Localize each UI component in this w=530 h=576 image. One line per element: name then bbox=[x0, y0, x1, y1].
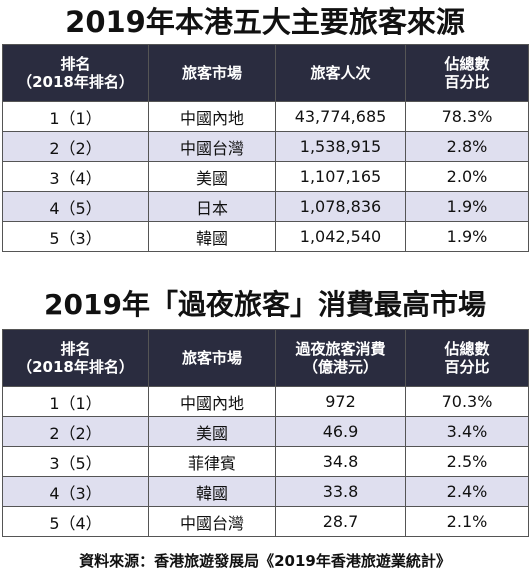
table1-title: 2019年本港五大主要旅客來源 bbox=[65, 5, 465, 39]
pct-header: 佔總數 百分比 bbox=[405, 329, 529, 387]
value-cell: 972 bbox=[275, 386, 406, 417]
table-row: 4（5） 日本 1,078,836 1.9% bbox=[2, 191, 529, 222]
value-cell: 34.8 bbox=[275, 446, 406, 477]
pct-cell: 1.9% bbox=[405, 221, 529, 252]
visitor-sources-table: 排名 （2018年排名） 旅客市場 旅客人次 佔總數 百分比 1（1） 中國內地… bbox=[2, 44, 529, 252]
value-cell: 1,078,836 bbox=[275, 191, 406, 222]
table-row: 4（3） 韓國 33.8 2.4% bbox=[2, 476, 529, 507]
table-row: 3（4） 美國 1,107,165 2.0% bbox=[2, 161, 529, 192]
rank-cell: 2（2） bbox=[2, 416, 149, 447]
spend-header: 過夜旅客消費 （億港元） bbox=[275, 329, 406, 387]
rank-cell: 3（5） bbox=[2, 446, 149, 477]
spend-header-line1: 過夜旅客消費 bbox=[295, 340, 386, 358]
market-cell: 中國台灣 bbox=[148, 131, 276, 162]
pct-cell: 78.3% bbox=[405, 101, 529, 132]
source-caption: 資料來源：香港旅遊發展局《2019年香港旅遊業統計》 bbox=[79, 552, 451, 570]
market-cell: 中國台灣 bbox=[148, 506, 276, 537]
rank-cell: 5（3） bbox=[2, 221, 149, 252]
table-row: 1（1） 中國內地 43,774,685 78.3% bbox=[2, 101, 529, 132]
table-row: 3（5） 菲律賓 34.8 2.5% bbox=[2, 446, 529, 477]
table-row: 5（4） 中國台灣 28.7 2.1% bbox=[2, 506, 529, 537]
value-cell: 46.9 bbox=[275, 416, 406, 447]
spend-header-line2: （億港元） bbox=[302, 358, 378, 376]
rank-cell: 5（4） bbox=[2, 506, 149, 537]
market-header: 旅客市場 bbox=[148, 44, 276, 102]
rank-header-line2: （2018年排名） bbox=[17, 73, 134, 91]
value-cell: 1,538,915 bbox=[275, 131, 406, 162]
market-cell: 美國 bbox=[148, 416, 276, 447]
rank-cell: 3（4） bbox=[2, 161, 149, 192]
pct-header-line1: 佔總數 bbox=[444, 55, 490, 73]
pct-header-line2: 百分比 bbox=[444, 73, 490, 91]
market-cell: 日本 bbox=[148, 191, 276, 222]
pct-header: 佔總數 百分比 bbox=[405, 44, 529, 102]
overnight-spending-table: 排名 （2018年排名） 旅客市場 過夜旅客消費 （億港元） 佔總數 百分比 1… bbox=[2, 329, 529, 537]
rank-header-line2: （2018年排名） bbox=[17, 358, 134, 376]
value-cell: 1,107,165 bbox=[275, 161, 406, 192]
value-cell: 1,042,540 bbox=[275, 221, 406, 252]
value-cell: 43,774,685 bbox=[275, 101, 406, 132]
pct-cell: 2.1% bbox=[405, 506, 529, 537]
rank-cell: 1（1） bbox=[2, 386, 149, 417]
pct-cell: 2.4% bbox=[405, 476, 529, 507]
table2-title: 2019年「過夜旅客」消費最高市場 bbox=[44, 288, 486, 321]
market-cell: 菲律賓 bbox=[148, 446, 276, 477]
market-header: 旅客市場 bbox=[148, 329, 276, 387]
market-cell: 韓國 bbox=[148, 476, 276, 507]
market-cell: 中國內地 bbox=[148, 386, 276, 417]
rank-header-line1: 排名 bbox=[60, 340, 91, 358]
pct-cell: 2.0% bbox=[405, 161, 529, 192]
table-row: 5（3） 韓國 1,042,540 1.9% bbox=[2, 221, 529, 252]
market-cell: 中國內地 bbox=[148, 101, 276, 132]
count-header: 旅客人次 bbox=[275, 44, 406, 102]
rank-header: 排名 （2018年排名） bbox=[2, 329, 149, 387]
pct-cell: 2.5% bbox=[405, 446, 529, 477]
pct-header-line2: 百分比 bbox=[444, 358, 490, 376]
table-row: 2（2） 中國台灣 1,538,915 2.8% bbox=[2, 131, 529, 162]
rank-header: 排名 （2018年排名） bbox=[2, 44, 149, 102]
rank-cell: 4（5） bbox=[2, 191, 149, 222]
table-header-row: 排名 （2018年排名） 旅客市場 旅客人次 佔總數 百分比 bbox=[2, 44, 529, 102]
pct-header-line1: 佔總數 bbox=[444, 340, 490, 358]
value-cell: 28.7 bbox=[275, 506, 406, 537]
table-header-row: 排名 （2018年排名） 旅客市場 過夜旅客消費 （億港元） 佔總數 百分比 bbox=[2, 329, 529, 387]
pct-cell: 2.8% bbox=[405, 131, 529, 162]
pct-cell: 70.3% bbox=[405, 386, 529, 417]
pct-cell: 3.4% bbox=[405, 416, 529, 447]
table-row: 2（2） 美國 46.9 3.4% bbox=[2, 416, 529, 447]
pct-cell: 1.9% bbox=[405, 191, 529, 222]
market-cell: 美國 bbox=[148, 161, 276, 192]
market-cell: 韓國 bbox=[148, 221, 276, 252]
rank-header-line1: 排名 bbox=[60, 55, 91, 73]
rank-cell: 1（1） bbox=[2, 101, 149, 132]
table-row: 1（1） 中國內地 972 70.3% bbox=[2, 386, 529, 417]
value-cell: 33.8 bbox=[275, 476, 406, 507]
rank-cell: 4（3） bbox=[2, 476, 149, 507]
rank-cell: 2（2） bbox=[2, 131, 149, 162]
